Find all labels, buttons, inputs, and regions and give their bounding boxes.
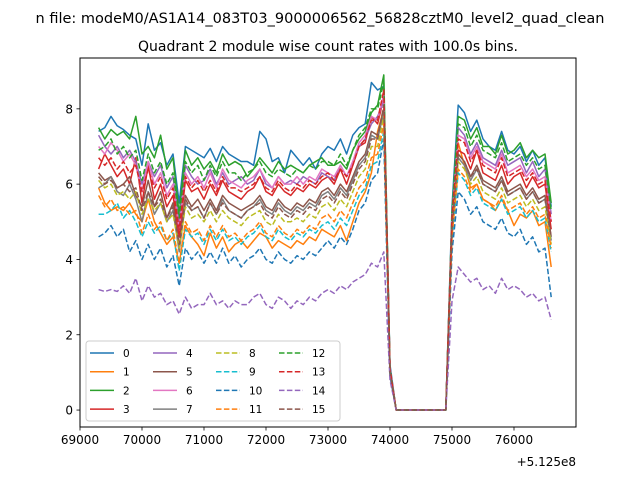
legend-label-8: 8	[249, 348, 256, 360]
y-tick-label: 4	[65, 253, 73, 267]
x-tick-label: 73000	[309, 433, 347, 447]
legend-label-9: 9	[249, 367, 256, 379]
y-tick-label: 8	[65, 102, 73, 116]
x-tick-label: 75000	[433, 433, 471, 447]
series-line-10	[98, 138, 552, 411]
chart-title: Quadrant 2 module wise count rates with …	[138, 39, 518, 55]
figure-suptitle: n file: modeM0/AS1A14_083T03_9000006562_…	[36, 11, 605, 27]
x-axis-offset-label: +5.125e8	[517, 455, 576, 469]
legend-label-0: 0	[123, 348, 130, 360]
x-tick-label: 71000	[185, 433, 223, 447]
y-tick-label: 6	[65, 178, 73, 192]
legend-label-11: 11	[249, 404, 262, 416]
legend-label-10: 10	[249, 385, 262, 397]
series-line-12	[98, 81, 552, 411]
x-tick-label: 70000	[123, 433, 161, 447]
legend-label-4: 4	[186, 348, 193, 360]
y-tick-label: 0	[65, 404, 73, 418]
series-line-11	[97, 123, 552, 411]
legend-label-5: 5	[186, 367, 193, 379]
legend-label-13: 13	[312, 367, 325, 379]
legend-box	[85, 340, 341, 422]
series-line-3	[97, 96, 552, 411]
legend-label-15: 15	[312, 404, 325, 416]
series-line-8	[98, 115, 552, 411]
x-tick-label: 74000	[371, 433, 409, 447]
series-line-14	[98, 251, 552, 411]
legend-label-14: 14	[312, 385, 326, 397]
y-tick-label: 2	[65, 328, 73, 342]
legend-label-12: 12	[312, 348, 325, 360]
x-tick-label: 69000	[61, 433, 99, 447]
series-line-6	[98, 93, 552, 411]
x-tick-label: 76000	[495, 433, 533, 447]
series-line-5	[98, 108, 552, 411]
legend-label-7: 7	[186, 404, 193, 416]
series-line-4	[97, 100, 552, 411]
legend-label-1: 1	[123, 367, 130, 379]
legend-label-3: 3	[123, 404, 130, 416]
legend-label-2: 2	[123, 385, 130, 397]
x-axis: 69000 70000 71000 72000 73000 74000 75000 76000	[61, 427, 533, 447]
series-lines	[97, 74, 552, 411]
series-line-13	[98, 89, 552, 411]
y-axis: 0 2 4 6 8	[65, 102, 80, 418]
series-line-15	[98, 104, 552, 411]
legend-label-6: 6	[186, 385, 193, 397]
x-tick-label: 72000	[247, 433, 285, 447]
series-line-9	[98, 130, 552, 411]
